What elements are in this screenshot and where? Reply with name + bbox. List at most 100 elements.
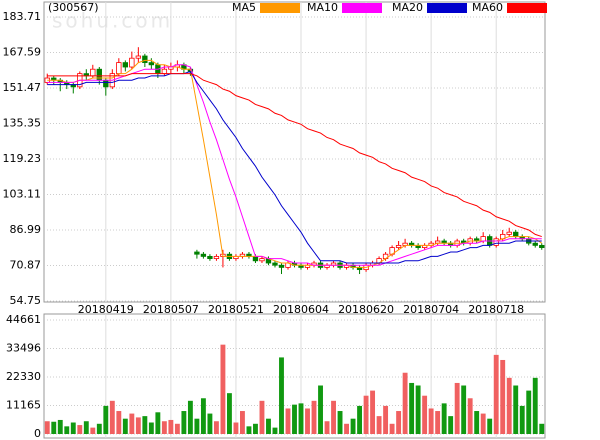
volume-bar bbox=[448, 416, 454, 434]
volume-bar bbox=[246, 426, 252, 434]
volume-bar bbox=[259, 400, 265, 434]
volume-bar bbox=[409, 382, 415, 434]
candle-body bbox=[395, 244, 402, 248]
volume-bar bbox=[324, 421, 330, 434]
legend-swatch bbox=[427, 3, 467, 13]
x-tick-label: 20180718 bbox=[468, 303, 524, 316]
volume-bar bbox=[57, 419, 63, 434]
volume-tick-label: 44661 bbox=[6, 313, 41, 326]
x-tick-label: 20180507 bbox=[143, 303, 199, 316]
volume-bar bbox=[213, 421, 219, 434]
volume-bar bbox=[168, 419, 174, 434]
volume-bar bbox=[389, 423, 395, 434]
volume-bar bbox=[155, 412, 161, 434]
volume-bar bbox=[96, 423, 102, 434]
x-tick-label: 20180604 bbox=[273, 303, 329, 316]
volume-bar bbox=[480, 413, 486, 434]
volume-bar bbox=[266, 418, 271, 434]
candle-body bbox=[142, 55, 148, 64]
volume-bar bbox=[70, 422, 76, 434]
candle-body bbox=[513, 231, 519, 237]
volume-bar bbox=[253, 423, 258, 434]
volume-bar bbox=[279, 357, 284, 434]
volume-bar bbox=[435, 411, 441, 434]
volume-bar bbox=[44, 421, 50, 434]
volume-bar bbox=[519, 405, 525, 434]
candle-body bbox=[506, 231, 512, 235]
volume-bar bbox=[285, 408, 291, 434]
volume-bar bbox=[344, 423, 349, 434]
y-tick-label: 103.11 bbox=[3, 188, 42, 201]
volume-bar bbox=[64, 426, 70, 434]
candle-body bbox=[493, 238, 499, 246]
volume-bar bbox=[370, 390, 376, 434]
volume-bar bbox=[363, 395, 369, 434]
x-tick-label: 20180620 bbox=[338, 303, 394, 316]
volume-bar bbox=[298, 403, 304, 434]
x-tick-label: 20180704 bbox=[403, 303, 459, 316]
volume-bar bbox=[357, 405, 363, 434]
ma-line bbox=[47, 64, 542, 266]
candle-body bbox=[200, 253, 207, 257]
volume-bar bbox=[383, 405, 389, 434]
legend-label: MA20 bbox=[392, 1, 423, 14]
ma-line bbox=[47, 59, 543, 268]
volume-bar bbox=[350, 418, 356, 434]
volume-bar bbox=[467, 398, 473, 434]
volume-frame bbox=[43, 313, 546, 439]
volume-bar bbox=[513, 385, 519, 434]
volume-bar bbox=[331, 400, 336, 434]
volume-bar bbox=[396, 411, 402, 434]
volume-bar bbox=[500, 359, 506, 434]
legend-swatch bbox=[507, 3, 547, 13]
volume-bar bbox=[135, 417, 141, 434]
candle-body bbox=[278, 264, 285, 268]
candle-body bbox=[122, 62, 129, 68]
volume-bar bbox=[539, 423, 545, 434]
volume-bar bbox=[311, 400, 317, 434]
x-tick-label: 20180419 bbox=[78, 303, 134, 316]
legend-label: MA60 bbox=[472, 1, 503, 14]
candle-body bbox=[148, 62, 155, 66]
volume-bar bbox=[103, 405, 109, 434]
volume-bar bbox=[116, 411, 122, 434]
y-tick-label: 183.71 bbox=[3, 10, 42, 23]
legend-swatch bbox=[260, 3, 300, 13]
stock-code: (300567) bbox=[48, 1, 99, 14]
volume-bar bbox=[90, 427, 96, 434]
candle-body bbox=[161, 68, 168, 75]
candle-body bbox=[252, 256, 259, 262]
volume-bar bbox=[240, 411, 245, 434]
y-tick-label: 151.47 bbox=[3, 81, 42, 94]
volume-bar bbox=[337, 411, 343, 434]
volume-bar bbox=[461, 385, 467, 434]
y-tick-label: 54.75 bbox=[10, 294, 42, 307]
volume-bar bbox=[174, 423, 180, 434]
volume-bar bbox=[220, 344, 226, 434]
legend-label: MA5 bbox=[232, 1, 256, 14]
legend-swatch bbox=[342, 3, 382, 13]
volume-bar bbox=[376, 416, 382, 434]
volume-bar bbox=[187, 400, 193, 434]
candle-body bbox=[129, 57, 135, 68]
volume-bar bbox=[441, 403, 447, 434]
volume-bar bbox=[292, 404, 297, 434]
candle-body bbox=[213, 256, 220, 260]
candle-body bbox=[90, 68, 96, 77]
candle-body bbox=[103, 79, 109, 88]
volume-bar bbox=[402, 372, 408, 434]
y-tick-label: 119.23 bbox=[3, 152, 42, 165]
volume-bar bbox=[493, 354, 499, 434]
candle-body bbox=[207, 256, 213, 260]
volume-tick-label: 11165 bbox=[6, 399, 41, 412]
y-tick-label: 70.87 bbox=[10, 259, 42, 272]
volume-bar bbox=[474, 411, 480, 434]
volume-bar bbox=[526, 390, 532, 434]
candle-body bbox=[96, 68, 102, 81]
candle-body bbox=[135, 55, 142, 59]
volume-bar bbox=[506, 377, 512, 434]
volume-bar bbox=[226, 393, 232, 434]
volume-tick-label: 22330 bbox=[6, 370, 41, 383]
volume-bar bbox=[109, 400, 115, 434]
